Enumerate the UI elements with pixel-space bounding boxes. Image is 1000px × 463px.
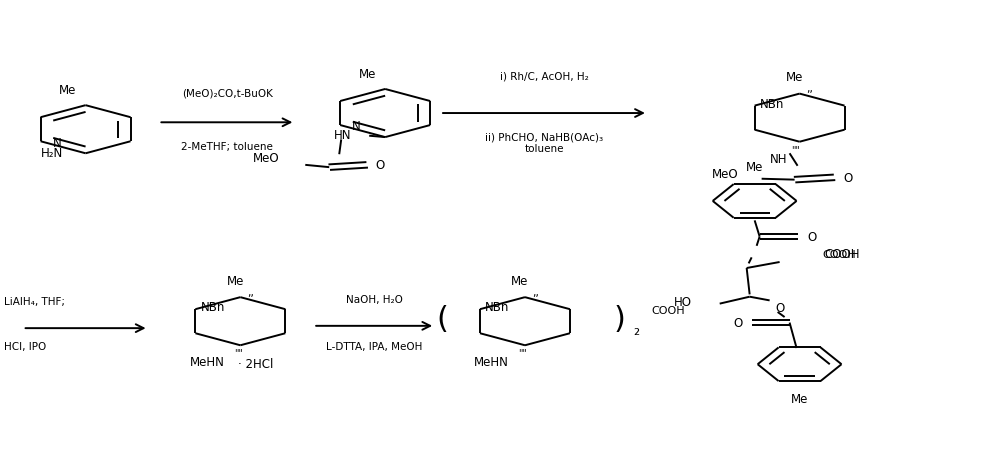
Text: COOH: COOH [823, 250, 856, 260]
Text: Me: Me [59, 84, 76, 97]
Text: NBn: NBn [200, 301, 225, 314]
Text: O: O [807, 230, 816, 243]
Text: Me: Me [227, 275, 244, 288]
Text: MeO: MeO [253, 152, 279, 165]
Text: (MeO)₂CO,t-BuOK: (MeO)₂CO,t-BuOK [182, 88, 273, 99]
Text: NBn: NBn [760, 98, 784, 111]
Text: Me: Me [746, 161, 763, 174]
Text: Me: Me [786, 71, 803, 84]
Text: O: O [843, 171, 852, 184]
Text: "": "" [518, 347, 527, 357]
Text: 2-MeTHF; toluene: 2-MeTHF; toluene [181, 142, 273, 151]
Text: COOH: COOH [825, 248, 860, 261]
Text: HO: HO [674, 295, 692, 308]
Text: "": "" [234, 347, 243, 357]
Text: MeHN: MeHN [474, 355, 509, 368]
Text: H₂N: H₂N [41, 147, 64, 160]
Text: Me: Me [358, 68, 376, 81]
Text: ₂: ₂ [634, 322, 640, 338]
Text: toluene: toluene [524, 144, 564, 154]
Text: i) Rh/C, AcOH, H₂: i) Rh/C, AcOH, H₂ [500, 71, 588, 81]
Text: NH: NH [770, 153, 788, 166]
Text: HCl, IPO: HCl, IPO [4, 341, 46, 351]
Text: ,,: ,, [807, 84, 814, 94]
Text: NBn: NBn [485, 301, 509, 314]
Text: ,,: ,, [247, 287, 254, 297]
Text: LiAlH₄, THF;: LiAlH₄, THF; [4, 296, 65, 307]
Text: HN: HN [334, 129, 351, 142]
Text: N: N [352, 120, 361, 133]
Text: "": "" [791, 145, 800, 155]
Text: Me: Me [791, 392, 808, 405]
Text: MeHN: MeHN [190, 355, 224, 368]
Text: O: O [733, 316, 742, 329]
Text: ): ) [614, 305, 626, 334]
Text: L-DTTA, IPA, MeOH: L-DTTA, IPA, MeOH [326, 341, 422, 351]
Text: NaOH, H₂O: NaOH, H₂O [346, 294, 403, 304]
Text: N: N [53, 137, 61, 150]
Text: ,,: ,, [532, 287, 539, 297]
Text: ii) PhCHO, NaHB(OAc)₃: ii) PhCHO, NaHB(OAc)₃ [485, 132, 603, 142]
Text: O: O [376, 159, 385, 172]
Text: (: ( [436, 305, 448, 334]
Text: COOH: COOH [651, 305, 685, 315]
Text: Me: Me [511, 275, 529, 288]
Text: · 2HCl: · 2HCl [238, 357, 273, 370]
Text: MeO: MeO [712, 168, 739, 181]
Text: O: O [775, 301, 784, 314]
